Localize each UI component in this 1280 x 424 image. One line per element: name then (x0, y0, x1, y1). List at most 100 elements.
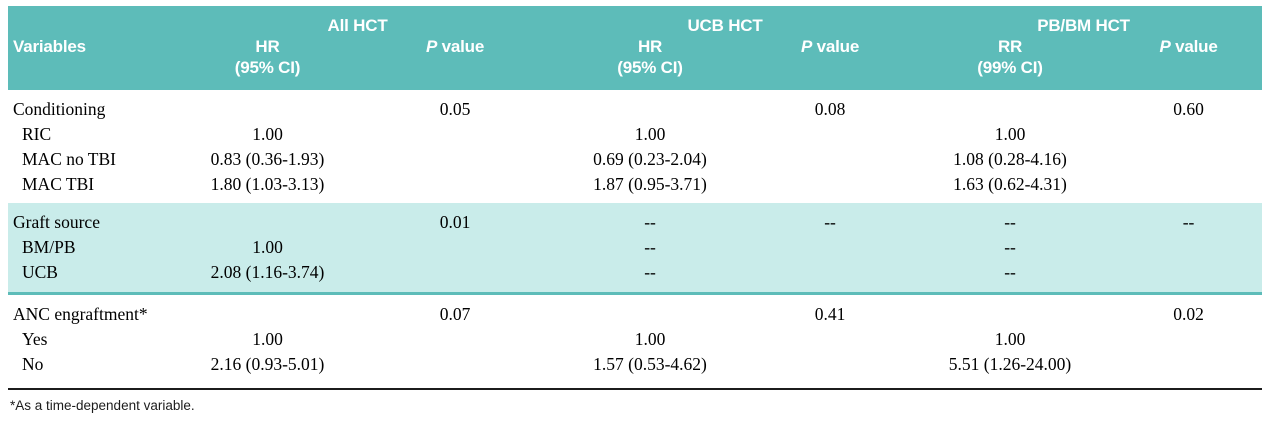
table-row-graft-source-sub: BM/PB 1.00 -- -- (8, 235, 1263, 260)
group-header-all-hct: All HCT (170, 6, 546, 36)
column-header-hr-all-top: HR (255, 37, 280, 56)
hazard-ratio-table: All HCT UCB HCT PB/BM HCT Variables HR (… (8, 6, 1263, 390)
p-italic: P (425, 37, 438, 56)
cell-p-ucb: -- (755, 203, 906, 235)
column-header-hr-ucb-ci: (95% CI) (617, 58, 683, 77)
cell-hr-all: 1.00 (252, 329, 283, 349)
table-row-conditioning-sub: MAC TBI 1.80 (1.03-3.13) 1.87 (0.95-3.71) 1… (8, 172, 1262, 203)
column-header-rr-pbbm: RR (99% CI) (905, 36, 1116, 90)
group-header-pbbm-hct: PB/BM HCT (905, 6, 1263, 36)
cell-p-pbbm (1115, 172, 1262, 203)
cell-rr-pbbm: -- (905, 260, 1116, 295)
column-header-hr-ucb: HR (95% CI) (545, 36, 756, 90)
cell-rr-pbbm: 5.51 (1.26-24.00) (905, 352, 1116, 390)
cell-p-all (365, 327, 545, 352)
cell-rr-pbbm: 1.08 (0.28-4.16) (953, 149, 1067, 169)
column-header-rr-pbbm-ci: (99% CI) (977, 58, 1043, 77)
cell-p-all: 0.07 (439, 304, 471, 324)
row-label: Conditioning (13, 99, 106, 119)
p-rest: value (812, 37, 860, 56)
cell-hr-all: 2.08 (1.16-3.74) (170, 260, 365, 295)
cell-rr-pbbm (905, 90, 1115, 122)
cell-hr-ucb: 1.57 (0.53-4.62) (545, 352, 756, 390)
cell-p-ucb (755, 352, 906, 390)
column-header-p-all: P value (365, 36, 546, 90)
row-label: UCB (8, 260, 170, 295)
table-header: All HCT UCB HCT PB/BM HCT Variables HR (… (8, 6, 1263, 90)
cell-hr-ucb (545, 90, 755, 122)
cell-p-pbbm (1115, 147, 1262, 172)
row-label: ANC engraftment* (13, 304, 148, 324)
row-label: MAC TBI (22, 174, 95, 194)
cell-rr-pbbm: -- (905, 203, 1116, 235)
cell-hr-ucb: 1.87 (0.95-3.71) (593, 174, 707, 194)
cell-hr-ucb (545, 294, 755, 328)
column-header-hr-all-ci: (95% CI) (234, 58, 301, 77)
cell-hr-ucb: -- (545, 203, 756, 235)
cell-p-pbbm (1115, 235, 1263, 260)
row-label: RIC (22, 124, 52, 144)
table-body: Conditioning 0.05 0.08 0.60 RIC 1.00 1.00 1.00 M… (8, 90, 1263, 390)
cell-hr-all: 1.80 (1.03-3.13) (210, 174, 325, 194)
column-header-p-pbbm: P value (1115, 36, 1263, 90)
column-header-hr-all: HR (95% CI) (170, 36, 365, 90)
table-row-conditioning: Conditioning 0.05 0.08 0.60 (8, 90, 1262, 122)
table-row-anc-sub: Yes 1.00 1.00 1.00 (8, 327, 1262, 352)
cell-p-ucb (755, 172, 905, 203)
cell-p-all (365, 260, 546, 295)
cell-p-ucb: 0.08 (814, 99, 846, 119)
cell-hr-ucb: 0.69 (0.23-2.04) (593, 149, 707, 169)
table-row-conditioning-sub: RIC 1.00 1.00 1.00 (8, 122, 1262, 147)
cell-p-all (365, 122, 545, 147)
cell-hr-all: 2.16 (0.93-5.01) (170, 352, 365, 390)
p-italic: P (1159, 37, 1171, 56)
cell-hr-all: 1.00 (170, 235, 365, 260)
cell-hr-ucb: -- (545, 260, 756, 295)
cell-p-ucb (755, 260, 906, 295)
table-row-anc: ANC engraftment* 0.07 0.41 0.02 (8, 294, 1262, 328)
cell-p-ucb (755, 327, 905, 352)
row-label: Graft source (8, 203, 170, 235)
cell-p-ucb: 0.41 (814, 304, 846, 324)
cell-hr-all (170, 294, 365, 328)
column-header-rr-pbbm-top: RR (997, 37, 1023, 56)
cell-p-all (365, 352, 546, 390)
column-header-hr-ucb-top: HR (637, 37, 663, 56)
column-header-row: Variables HR (95% CI) P value HR (95% CI… (8, 36, 1263, 90)
cell-rr-pbbm: 1.63 (0.62-4.31) (953, 174, 1067, 194)
cell-hr-ucb: -- (545, 235, 756, 260)
cell-p-pbbm (1115, 122, 1262, 147)
cell-hr-all (170, 90, 365, 122)
cell-rr-pbbm: 1.00 (994, 329, 1026, 349)
column-header-variables: Variables (8, 36, 170, 90)
cell-p-all: 0.05 (439, 99, 471, 119)
table-row-graft-source: Graft source 0.01 -- -- -- -- (8, 203, 1263, 235)
cell-p-pbbm: 0.02 (1173, 304, 1204, 324)
table-row-conditioning-sub: MAC no TBI 0.83 (0.36-1.93) 0.69 (0.23-2.0… (8, 147, 1262, 172)
table-footnote: *As a time-dependent variable. (10, 398, 195, 413)
cell-rr-pbbm: 1.00 (994, 124, 1026, 144)
p-rest: value (437, 37, 485, 56)
column-header-p-ucb: P value (755, 36, 906, 90)
group-header-spacer (8, 6, 170, 36)
row-label: No (8, 352, 170, 390)
cell-p-ucb (755, 235, 906, 260)
row-label: MAC no TBI (22, 149, 116, 169)
cell-rr-pbbm (905, 294, 1115, 328)
cell-p-ucb (755, 147, 905, 172)
cell-hr-all (170, 203, 365, 235)
cell-p-all (365, 172, 545, 203)
p-italic: P (800, 37, 813, 56)
cell-p-all: 0.01 (365, 203, 546, 235)
row-label: BM/PB (8, 235, 170, 260)
cell-p-all (365, 235, 546, 260)
cell-p-ucb (755, 122, 905, 147)
row-label: Yes (22, 329, 48, 349)
cell-hr-ucb: 1.00 (634, 124, 666, 144)
p-rest: value (1170, 37, 1218, 56)
cell-hr-all: 1.00 (252, 124, 283, 144)
cell-p-pbbm: -- (1115, 203, 1263, 235)
group-header-ucb-hct: UCB HCT (545, 6, 906, 36)
cell-hr-all: 0.83 (0.36-1.93) (210, 149, 325, 169)
